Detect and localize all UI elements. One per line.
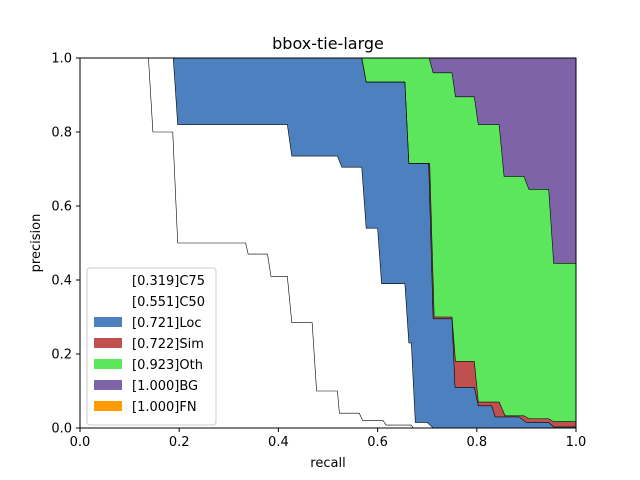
y-tick-label: 0.6 (51, 200, 72, 215)
legend-label-bg: [1.000]BG (132, 379, 198, 394)
x-tick-label: 0.4 (268, 435, 289, 450)
legend-label-fn: [1.000]FN (132, 400, 197, 415)
legend-label-c75: [0.319]C75 (132, 274, 205, 289)
x-tick-label: 0.6 (367, 435, 388, 450)
legend-label-oth: [0.923]Oth (132, 358, 203, 373)
plot-frame (79, 57, 577, 429)
y-tick-label: 0.0 (51, 422, 72, 437)
legend-swatch-bg (94, 380, 122, 390)
legend-swatch-c75 (94, 275, 122, 285)
y-axis-label: precision (29, 214, 44, 273)
x-tick-label: 0.8 (466, 435, 487, 450)
line-sim (80, 57, 576, 423)
y-tick-label: 0.4 (51, 274, 72, 289)
y-axis-ticks: 0.0 0.2 0.4 0.6 0.8 1.0 (51, 52, 80, 437)
area-oth (80, 58, 576, 422)
area-loc (80, 58, 576, 428)
y-tick-label: 1.0 (51, 52, 72, 67)
chart-title: bbox-tie-large (272, 34, 384, 53)
y-tick-label: 0.8 (51, 126, 72, 141)
x-axis-ticks: 0.0 0.2 0.4 0.6 0.8 1.0 (70, 428, 587, 450)
line-oth (80, 57, 576, 264)
x-tick-label: 1.0 (566, 435, 587, 450)
area-bg (80, 58, 576, 264)
legend-label-sim: [0.722]Sim (132, 337, 204, 352)
x-tick-label: 0.0 (70, 435, 91, 450)
legend-swatch-c50 (94, 296, 122, 306)
legend: [0.319]C75 [0.551]C50 [0.721]Loc [0.722]Sim… (86, 267, 217, 426)
legend-label-loc: [0.721]Loc (132, 316, 201, 331)
legend-label-c50: [0.551]C50 (132, 295, 205, 310)
legend-swatch-sim (94, 338, 122, 348)
area-c50 (80, 58, 576, 428)
line-c50 (80, 57, 576, 429)
line-c75 (80, 57, 576, 429)
legend-swatch-loc (94, 317, 122, 327)
legend-swatch-fn (94, 401, 122, 411)
y-tick-label: 0.2 (51, 348, 72, 363)
legend-swatch-oth (94, 359, 122, 369)
x-axis-label: recall (310, 456, 345, 471)
x-tick-label: 0.2 (169, 435, 190, 450)
